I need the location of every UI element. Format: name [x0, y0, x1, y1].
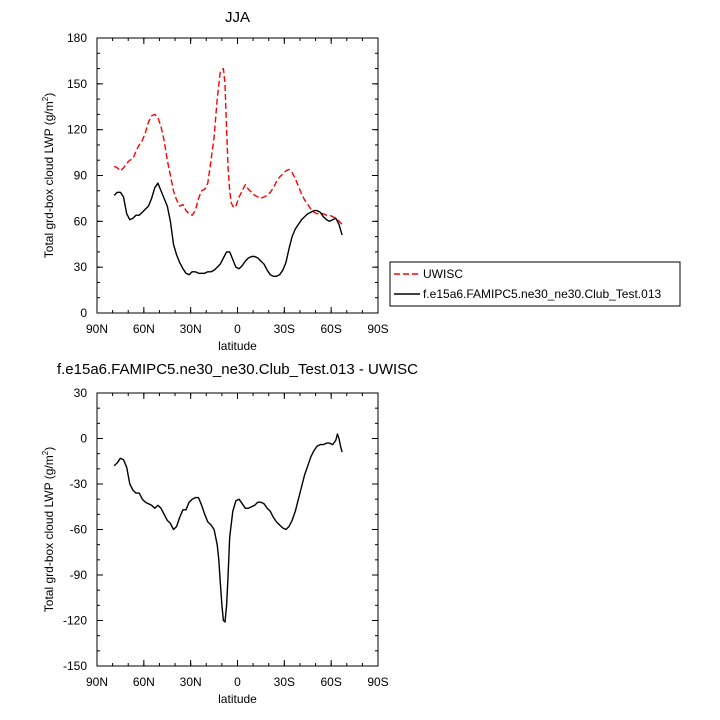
- plot-frame: [96, 37, 379, 314]
- x-tick-label: 60S: [320, 322, 341, 336]
- y-tick-label: -120: [63, 614, 87, 628]
- x-axis-title: latitude: [218, 339, 257, 353]
- legend-label-0: UWISC: [423, 267, 463, 281]
- series-line-0: [113, 433, 343, 623]
- y-tick-label: 180: [67, 31, 87, 45]
- chart-title: f.e15a6.FAMIPC5.ne30_ne30.Club_Test.013 …: [57, 361, 418, 378]
- x-tick-label: 90N: [86, 675, 108, 689]
- legend-label-1: f.e15a6.FAMIPC5.ne30_ne30.Club_Test.013: [423, 287, 661, 301]
- y-tick-label: -30: [70, 477, 88, 491]
- y-axis-title-superscript: 2: [41, 450, 50, 455]
- x-tick-label: 60N: [133, 322, 155, 336]
- y-tick-label: 150: [67, 77, 87, 91]
- plot-frame: [96, 392, 379, 667]
- y-axis-title: Total grd-box cloud LWP (g/m2): [41, 447, 56, 612]
- chart-jja: JJA 90N 60N 30N 0 30S 60S 90S 0 30 60 90 120 150 180 la…: [41, 9, 681, 353]
- x-tick-label: 90S: [367, 322, 388, 336]
- series-line-1: [113, 182, 343, 277]
- x-tick-label: 30N: [180, 322, 202, 336]
- chart-difference: f.e15a6.FAMIPC5.ne30_ne30.Club_Test.013 …: [41, 361, 418, 706]
- y-tick-label: 30: [74, 386, 88, 400]
- y-tick-label: 120: [67, 123, 87, 137]
- x-tick-label: 0: [234, 322, 241, 336]
- y-tick-label: 0: [80, 432, 87, 446]
- y-tick-label: 0: [80, 306, 87, 320]
- x-tick-label: 30N: [180, 675, 202, 689]
- x-tick-label: 90S: [367, 675, 388, 689]
- y-axis-title-main: Total grd-box cloud LWP (g/m: [42, 101, 56, 258]
- y-axis-title-superscript: 2: [41, 96, 50, 101]
- y-tick-label: -90: [70, 568, 88, 582]
- x-tick-label: 60S: [320, 675, 341, 689]
- x-tick-label: 90N: [86, 322, 108, 336]
- y-tick-label: 30: [74, 260, 88, 274]
- y-tick-label: 90: [74, 169, 88, 183]
- x-tick-label: 0: [234, 675, 241, 689]
- y-axis-title-tail: ): [42, 93, 56, 97]
- chart-title: JJA: [225, 9, 250, 26]
- x-tick-label: 30S: [274, 675, 295, 689]
- y-tick-label: 60: [74, 214, 88, 228]
- series-line-0: [113, 67, 343, 225]
- y-tick-label: -150: [63, 659, 87, 673]
- y-axis-title-main: Total grd-box cloud LWP (g/m: [42, 455, 56, 612]
- x-tick-label: 30S: [274, 322, 295, 336]
- y-tick-label: -60: [70, 523, 88, 537]
- legend-box: [389, 261, 681, 307]
- y-axis-title-tail: ): [42, 447, 56, 451]
- y-axis-title: Total grd-box cloud LWP (g/m2): [41, 93, 56, 258]
- x-tick-label: 60N: [133, 675, 155, 689]
- x-axis-title: latitude: [218, 692, 257, 706]
